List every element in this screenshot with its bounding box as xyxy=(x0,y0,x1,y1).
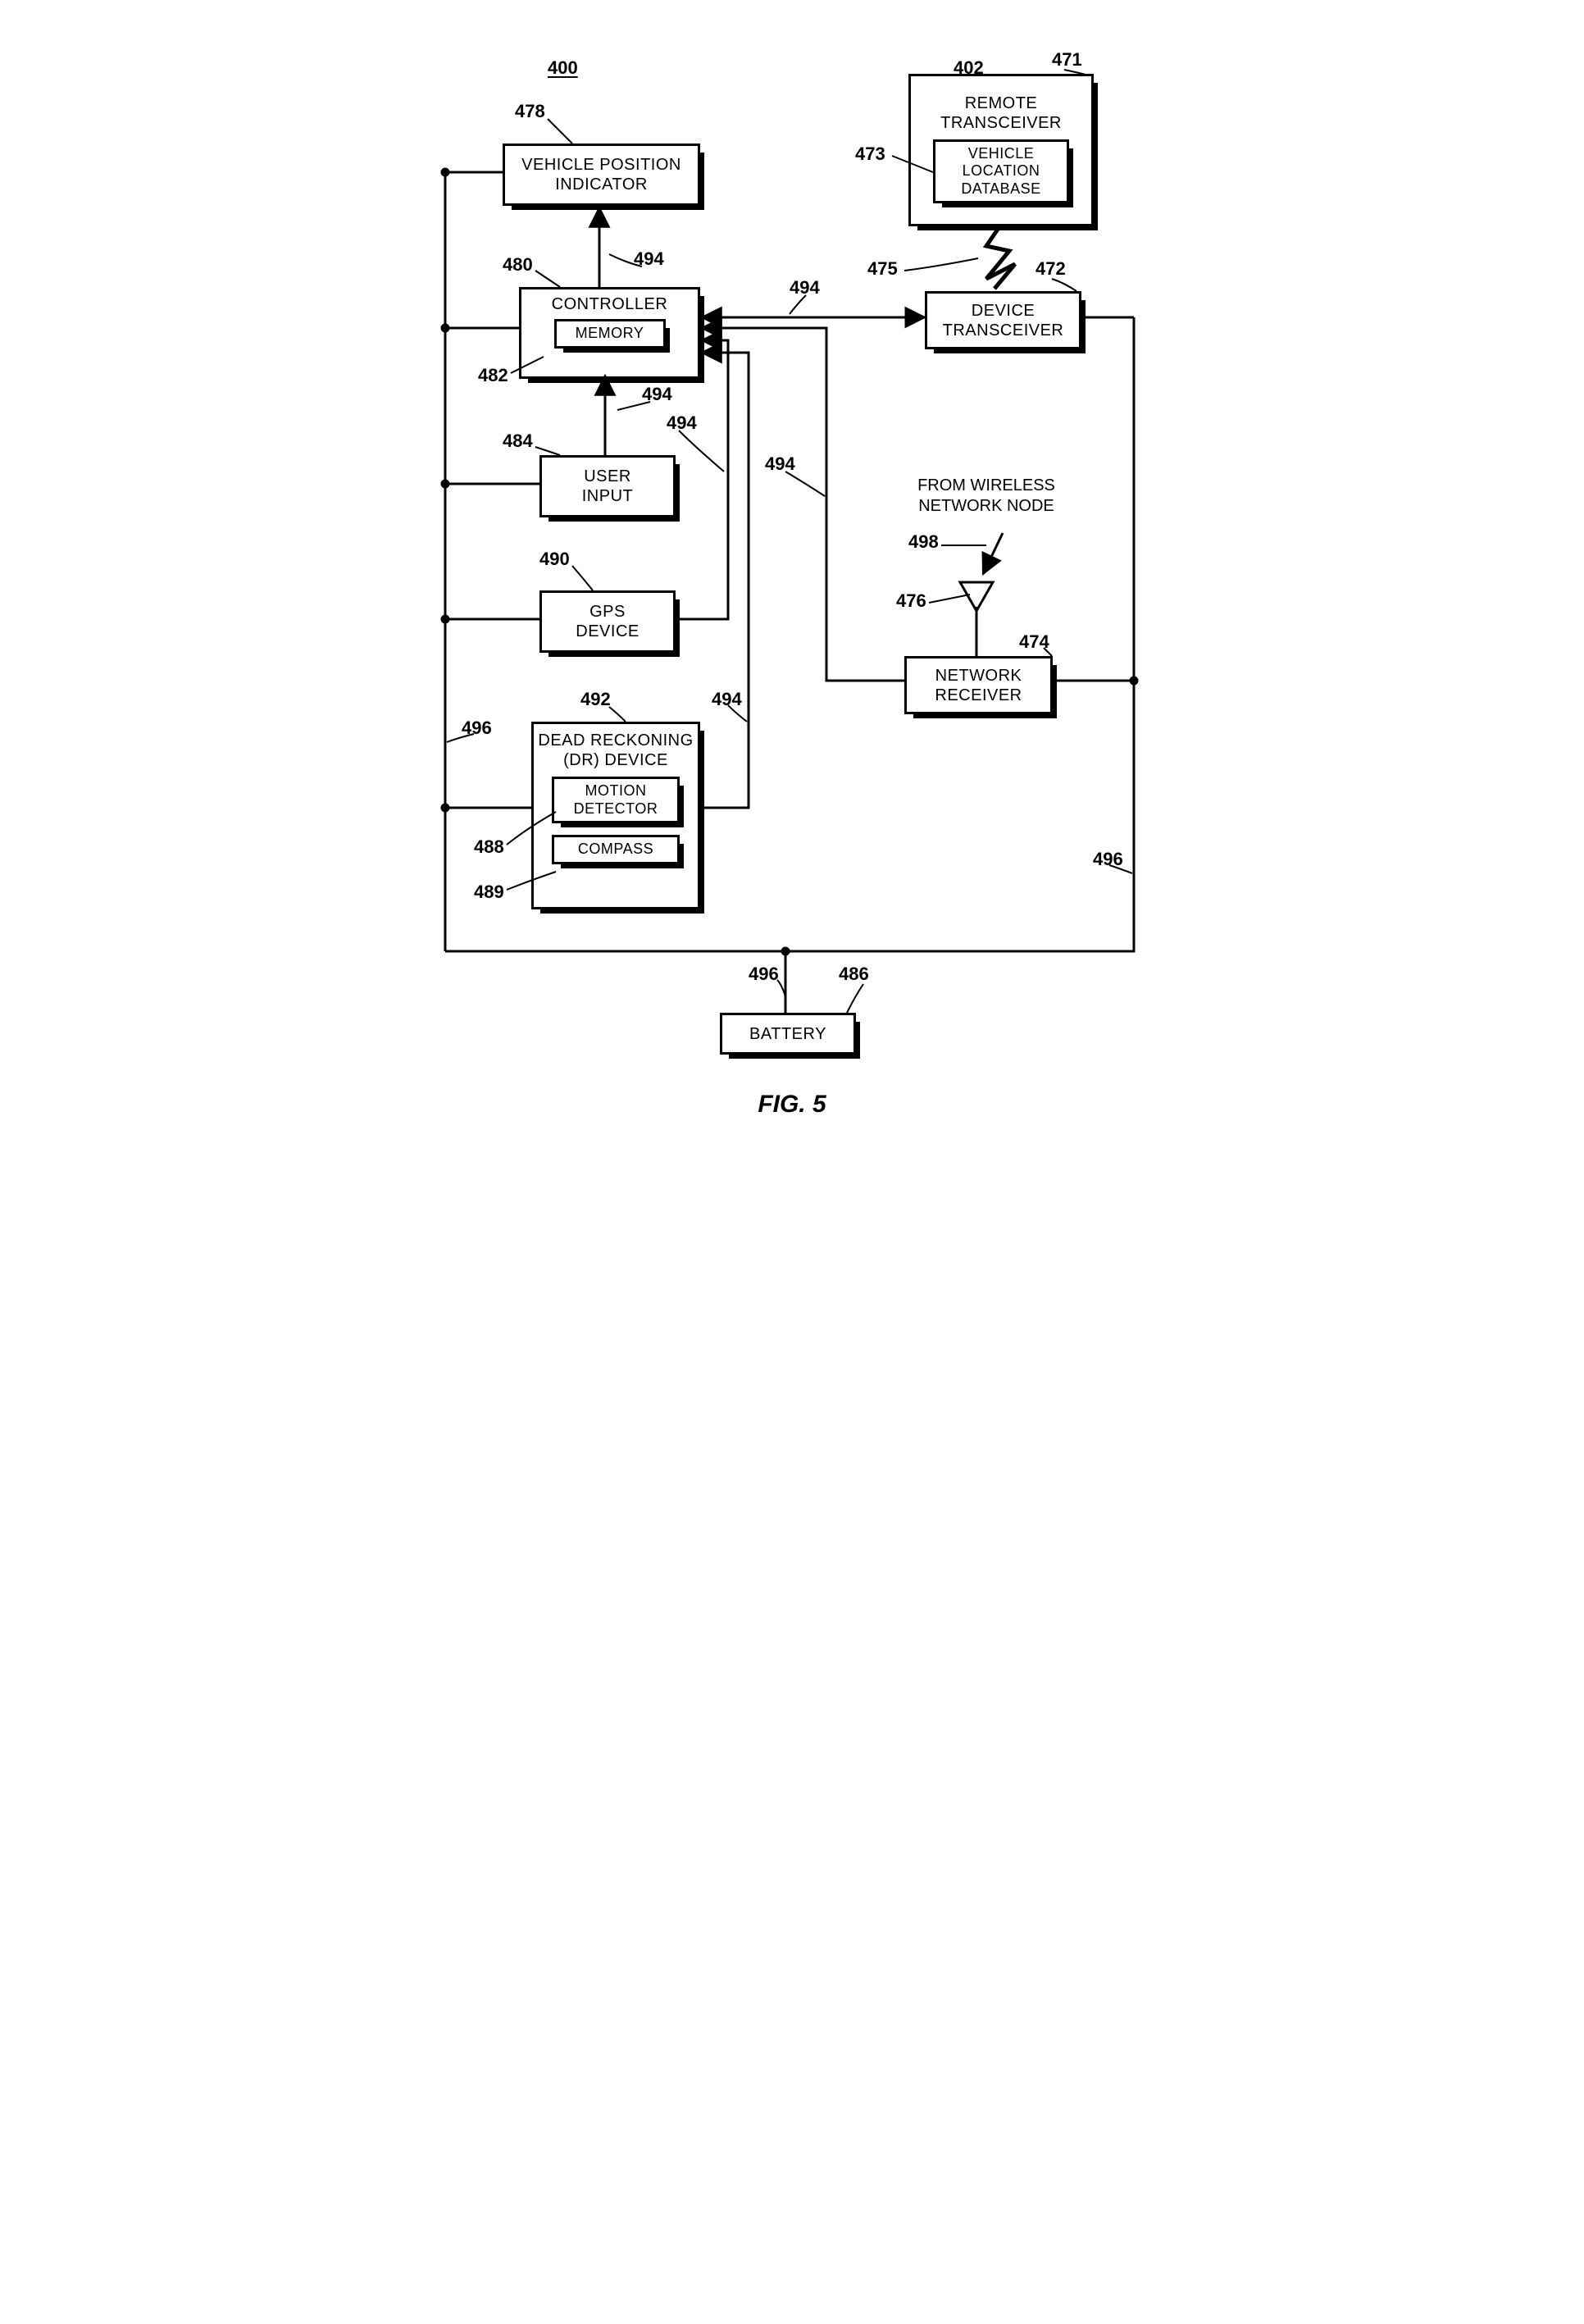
remote-tx-title2: TRANSCEIVER xyxy=(940,113,1062,133)
wireless-node-label: FROM WIRELESS NETWORK NODE xyxy=(904,476,1068,517)
vehicle-db-l2: LOCATION xyxy=(963,162,1040,179)
ref-474: 474 xyxy=(1019,631,1049,653)
ref-492: 492 xyxy=(580,689,611,710)
ref-488: 488 xyxy=(474,836,504,858)
ref-496a: 496 xyxy=(462,718,492,739)
ref-486: 486 xyxy=(839,964,869,985)
memory-inner: MEMORY xyxy=(554,319,666,349)
ref-496c: 496 xyxy=(749,964,779,985)
battery-label: BATTERY xyxy=(749,1024,826,1044)
ref-494e: 494 xyxy=(765,453,795,475)
ref-475: 475 xyxy=(867,258,898,280)
vpi-l1: VEHICLE POSITION xyxy=(521,155,681,175)
motion-detector-inner: MOTION DETECTOR xyxy=(552,777,680,823)
remote-transceiver-block: REMOTE TRANSCEIVER VEHICLE LOCATION DATA… xyxy=(908,74,1094,226)
ref-482: 482 xyxy=(478,365,508,386)
dr-title2: (DR) DEVICE xyxy=(563,750,668,770)
ref-494d: 494 xyxy=(667,412,697,434)
user-input-l2: INPUT xyxy=(582,486,634,506)
gps-l2: DEVICE xyxy=(576,622,639,641)
gps-l1: GPS xyxy=(589,602,626,622)
dr-block: DEAD RECKONING (DR) DEVICE MOTION DETECT… xyxy=(531,722,700,909)
section-id-left: 400 xyxy=(548,57,578,79)
compass-inner: COMPASS xyxy=(552,835,680,864)
device-transceiver-block: DEVICE TRANSCEIVER xyxy=(925,291,1081,349)
memory-label: MEMORY xyxy=(576,325,644,341)
net-rx-l2: RECEIVER xyxy=(935,686,1022,705)
ref-476: 476 xyxy=(896,590,926,612)
vehicle-db-l1: VEHICLE xyxy=(968,145,1035,162)
ref-489: 489 xyxy=(474,882,504,903)
dev-tx-l1: DEVICE xyxy=(972,301,1035,321)
ref-472: 472 xyxy=(1036,258,1066,280)
ref-494c: 494 xyxy=(642,384,672,405)
ref-490: 490 xyxy=(539,549,570,570)
motion-l2: DETECTOR xyxy=(574,800,658,817)
controller-block: CONTROLLER MEMORY xyxy=(519,287,700,379)
ref-473: 473 xyxy=(855,144,885,165)
ref-471: 471 xyxy=(1052,49,1082,71)
network-receiver-block: NETWORK RECEIVER xyxy=(904,656,1053,714)
ref-496b: 496 xyxy=(1093,849,1123,870)
ref-498: 498 xyxy=(908,531,939,553)
dr-title1: DEAD RECKONING xyxy=(538,731,693,750)
wireless-l2: NETWORK NODE xyxy=(918,497,1054,515)
figure-caption: FIG. 5 xyxy=(396,1091,1188,1119)
wireless-l1: FROM WIRELESS xyxy=(917,476,1055,494)
battery-block: BATTERY xyxy=(720,1013,856,1055)
ref-478: 478 xyxy=(515,101,545,122)
gps-block: GPS DEVICE xyxy=(539,590,676,653)
vpi-block: VEHICLE POSITION INDICATOR xyxy=(503,144,700,206)
vehicle-db-l3: DATABASE xyxy=(961,180,1040,197)
ref-484: 484 xyxy=(503,431,533,452)
net-rx-l1: NETWORK xyxy=(935,666,1022,686)
motion-l1: MOTION xyxy=(585,782,647,799)
compass-label: COMPASS xyxy=(578,841,653,857)
ref-494a: 494 xyxy=(634,248,664,270)
vehicle-db-inner: VEHICLE LOCATION DATABASE xyxy=(933,139,1069,204)
ref-494b: 494 xyxy=(790,277,820,298)
dev-tx-l2: TRANSCEIVER xyxy=(943,321,1064,340)
vpi-l2: INDICATOR xyxy=(555,175,648,194)
remote-tx-title1: REMOTE xyxy=(965,93,1038,113)
user-input-block: USER INPUT xyxy=(539,455,676,517)
ref-494f: 494 xyxy=(712,689,742,710)
ref-480: 480 xyxy=(503,254,533,276)
user-input-l1: USER xyxy=(584,467,631,486)
controller-title: CONTROLLER xyxy=(552,294,668,314)
diagram-canvas: 400 402 REMOTE TRANSCEIVER VEHICLE LOCAT… xyxy=(396,0,1188,1162)
